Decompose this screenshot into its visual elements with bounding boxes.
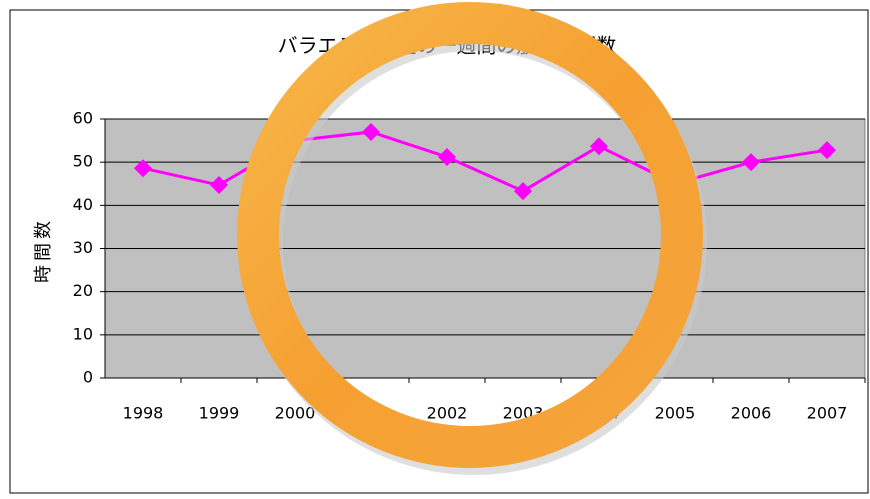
y-tick-label: 40: [73, 195, 93, 214]
marker: [134, 159, 152, 178]
y-tick-label: 0: [83, 368, 93, 387]
x-tick-label: 2005: [655, 404, 696, 423]
x-tick-label: 1998: [123, 404, 164, 423]
marker: [590, 137, 608, 156]
y-axis-label: 時間数: [33, 217, 54, 283]
y-tick-label: 10: [73, 324, 93, 343]
ring-overlay: [237, 2, 703, 468]
marker: [210, 176, 228, 195]
x-tick-label: 2007: [807, 404, 848, 423]
marker: [514, 182, 532, 201]
marker: [818, 141, 836, 160]
y-tick-label: 60: [73, 109, 93, 128]
marker: [438, 147, 456, 166]
y-tick-label: 30: [73, 238, 93, 257]
y-tick-label: 50: [73, 152, 93, 171]
marker: [742, 153, 760, 172]
y-tick-label: 20: [73, 281, 93, 300]
x-tick-label: 2006: [731, 404, 772, 423]
marker: [362, 122, 380, 141]
x-tick-label: 2000: [275, 404, 316, 423]
x-tick-label: 1999: [199, 404, 240, 423]
x-tick-label: 2002: [427, 404, 468, 423]
